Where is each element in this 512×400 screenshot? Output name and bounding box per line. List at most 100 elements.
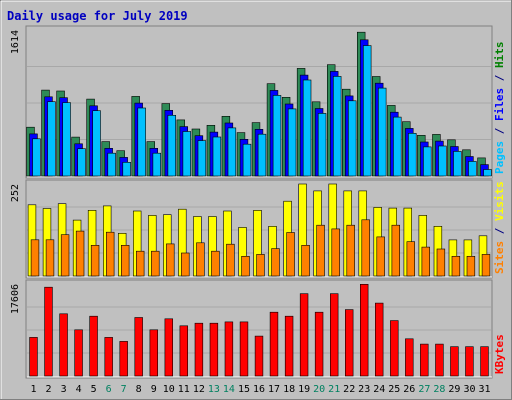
bar-kbytes-day-19 — [299, 293, 309, 377]
bar-sites-day-22 — [346, 224, 355, 277]
legend-item: Files — [493, 88, 506, 121]
bar-sites-day-29 — [451, 255, 461, 277]
panel-max-label: 1614 — [10, 30, 21, 54]
x-tick-label-16: 16 — [253, 384, 265, 395]
bar-sites-day-9 — [151, 250, 160, 277]
legend-item: Pages — [493, 141, 506, 174]
bar-kbytes-day-31 — [480, 346, 489, 377]
legend-item: KBytes — [493, 334, 506, 374]
bar-sites-day-15 — [241, 255, 250, 277]
bar-sites-day-23 — [361, 219, 370, 277]
x-tick-label-24: 24 — [373, 384, 385, 395]
bar-pages-day-3 — [62, 102, 71, 177]
x-tick-label-14: 14 — [223, 384, 235, 395]
x-tick-label-29: 29 — [448, 384, 460, 395]
x-tick-label-20: 20 — [313, 384, 325, 395]
bar-kbytes-day-13 — [209, 322, 219, 377]
bar-kbytes-day-6 — [104, 337, 113, 377]
x-tick-label-25: 25 — [388, 384, 400, 395]
bar-kbytes-day-30 — [465, 346, 474, 377]
x-tick-label-8: 8 — [136, 384, 142, 395]
bar-pages-day-2 — [47, 101, 56, 177]
panel-max-label: 252 — [10, 184, 21, 202]
x-tick-label-7: 7 — [121, 384, 127, 395]
panel-kbytes: 17606 KBytes — [10, 279, 506, 379]
bar-kbytes-day-29 — [450, 346, 459, 377]
bar-pages-day-30 — [468, 161, 477, 177]
bar-kbytes-day-7 — [119, 341, 128, 377]
bar-pages-day-24 — [377, 87, 387, 177]
bar-kbytes-day-14 — [224, 321, 234, 377]
bar-sites-day-2 — [45, 239, 55, 277]
legend-item: Hits — [493, 42, 506, 69]
bar-sites-day-31 — [481, 254, 491, 277]
bar-pages-day-12 — [197, 140, 207, 177]
bar-pages-day-22 — [347, 100, 357, 177]
bar-sites-day-3 — [60, 234, 70, 277]
bar-pages-day-31 — [483, 169, 492, 177]
x-tick-label-9: 9 — [151, 384, 157, 395]
bar-pages-day-21 — [332, 76, 342, 177]
bar-sites-day-18 — [286, 232, 295, 277]
bar-pages-day-13 — [212, 136, 222, 177]
bar-sites-day-11 — [181, 252, 190, 277]
bar-kbytes-day-11 — [179, 325, 188, 377]
bar-kbytes-day-17 — [269, 311, 279, 377]
bar-pages-day-27 — [423, 146, 432, 177]
bar-sites-day-17 — [271, 248, 280, 277]
bar-sites-day-16 — [256, 254, 265, 277]
bar-pages-day-20 — [317, 113, 327, 177]
x-tick-label-30: 30 — [463, 384, 475, 395]
x-tick-label-23: 23 — [358, 384, 370, 395]
panel-max-label: 17606 — [10, 284, 21, 314]
bar-pages-day-19 — [302, 79, 312, 177]
bar-kbytes-day-10 — [164, 318, 173, 377]
bar-kbytes-day-26 — [405, 338, 414, 377]
bar-pages-day-8 — [137, 107, 146, 177]
bar-pages-day-7 — [122, 162, 131, 177]
bar-pages-day-14 — [227, 127, 237, 177]
x-tick-label-1: 1 — [30, 384, 36, 395]
x-tick-label-10: 10 — [163, 384, 175, 395]
bar-pages-day-26 — [408, 133, 417, 177]
bar-pages-day-5 — [92, 110, 101, 177]
x-tick-label-13: 13 — [208, 384, 220, 395]
panel-hits-files-pages: 1614 Pages / Files / Hits — [10, 25, 506, 179]
bar-pages-day-10 — [167, 115, 176, 177]
bar-sites-day-20 — [316, 224, 325, 277]
legend-item: / — [493, 68, 506, 88]
bar-kbytes-day-21 — [329, 293, 339, 377]
x-tick-label-28: 28 — [433, 384, 445, 395]
bar-pages-day-6 — [107, 152, 116, 177]
bar-kbytes-day-25 — [390, 320, 399, 377]
x-tick-label-18: 18 — [283, 384, 295, 395]
bar-sites-day-4 — [75, 230, 85, 277]
bar-kbytes-day-15 — [239, 321, 249, 377]
bar-pages-day-16 — [257, 133, 267, 177]
bar-kbytes-day-23 — [359, 283, 369, 377]
bar-kbytes-day-28 — [435, 343, 444, 377]
bar-sites-day-13 — [211, 250, 220, 277]
bar-sites-day-14 — [226, 243, 235, 277]
bar-sites-day-26 — [406, 241, 415, 277]
x-tick-label-31: 31 — [478, 384, 490, 395]
x-tick-label-5: 5 — [91, 384, 97, 395]
legend-item: / — [493, 121, 506, 141]
bar-kbytes-day-4 — [74, 329, 83, 377]
panel-visits-sites: 252 Sites / Visits — [10, 179, 506, 279]
bar-kbytes-day-12 — [194, 322, 204, 377]
x-tick-label-4: 4 — [76, 384, 82, 395]
chart-title: Daily usage for July 2019 — [7, 9, 188, 23]
x-tick-label-11: 11 — [178, 384, 190, 395]
bar-sites-day-19 — [301, 245, 310, 277]
bar-pages-day-9 — [152, 152, 161, 177]
bar-kbytes-day-9 — [149, 329, 158, 377]
x-tick-label-27: 27 — [418, 384, 430, 395]
x-tick-label-12: 12 — [193, 384, 205, 395]
bar-sites-day-8 — [136, 250, 145, 277]
panel-legend: Sites / Visits — [493, 181, 506, 274]
bar-kbytes-day-1 — [29, 337, 38, 377]
panel-legend: Pages / Files / Hits — [493, 42, 506, 175]
